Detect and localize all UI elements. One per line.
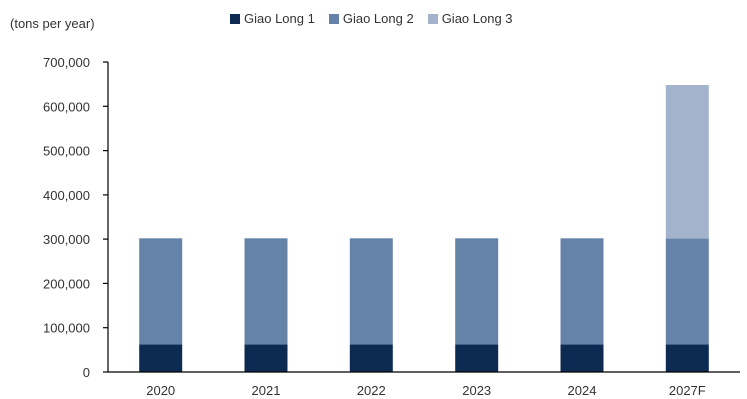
legend-item-giao-long-3: Giao Long 3 (427, 11, 513, 26)
legend-swatch-giao-long-1 (230, 13, 240, 24)
bar-2022-series-1 (349, 344, 393, 372)
x-tick-label-2020: 2020 (146, 383, 175, 398)
y-tick-label: 200,000 (43, 276, 90, 291)
bar-2027f-series-2 (665, 238, 709, 345)
bar-2024-series-2 (560, 238, 604, 345)
y-tick-label: 0 (83, 365, 90, 380)
bar-2027f-series-3 (665, 85, 709, 239)
bar-2023-series-2 (455, 238, 499, 345)
bar-2023-series-1 (455, 344, 499, 372)
x-tick-label-2024: 2024 (568, 383, 597, 398)
bar-2024-series-1 (560, 344, 604, 372)
y-tick-label: 500,000 (43, 144, 90, 159)
legend-item-giao-long-2: Giao Long 2 (328, 11, 414, 26)
bar-2020-series-2 (139, 238, 183, 345)
legend-label-giao-long-1: Giao Long 1 (244, 11, 315, 26)
y-tick-label: 300,000 (43, 232, 90, 247)
bar-2021-series-1 (244, 344, 288, 372)
y-tick-label: 100,000 (43, 321, 90, 336)
bar-2021-series-2 (244, 238, 288, 345)
legend-item-giao-long-1: Giao Long 1 (230, 11, 315, 26)
legend-label-giao-long-3: Giao Long 3 (441, 11, 513, 26)
y-tick-label: 400,000 (43, 188, 90, 203)
y-tick-label: 700,000 (43, 55, 90, 70)
x-tick-label-2027f: 2027F (669, 383, 706, 398)
x-tick-label-2022: 2022 (357, 383, 386, 398)
bar-2022-series-2 (349, 238, 393, 345)
legend-label-giao-long-2: Giao Long 2 (342, 11, 414, 26)
legend-swatch-giao-long-2 (328, 13, 339, 24)
x-tick-label-2021: 2021 (252, 383, 281, 398)
bar-2020-series-1 (139, 344, 183, 372)
legend: Giao Long 1 Giao Long 2 Giao Long 3 (230, 11, 513, 26)
legend-swatch-giao-long-3 (427, 13, 438, 24)
y-axis-label: (tons per year) (10, 16, 95, 31)
y-tick-label: 600,000 (43, 99, 90, 114)
bar-2027f-series-1 (665, 344, 709, 372)
x-tick-label-2023: 2023 (462, 383, 491, 398)
